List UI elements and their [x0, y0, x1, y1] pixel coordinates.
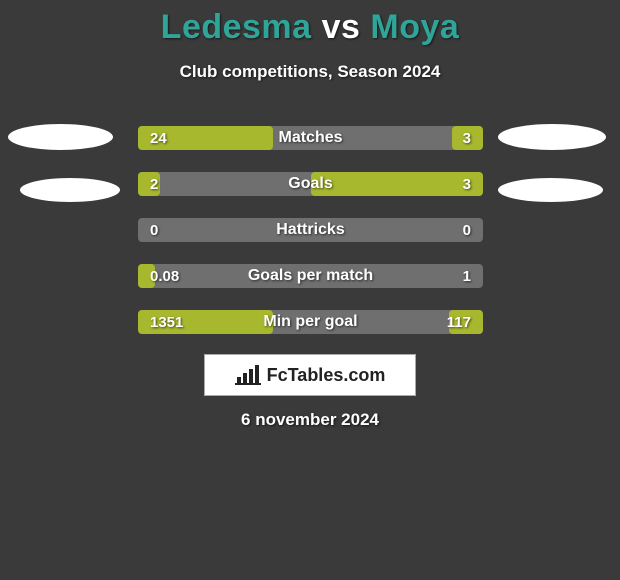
player-left-shape [8, 124, 113, 150]
brand-text: FcTables.com [267, 365, 386, 386]
title-vs: vs [322, 8, 361, 46]
stat-right-value: 0 [463, 218, 471, 242]
player-right-shape [498, 178, 603, 202]
stat-label: Goals per match [138, 264, 483, 288]
subtitle: Club competitions, Season 2024 [0, 62, 620, 82]
stat-label: Goals [138, 172, 483, 196]
stat-row: Hattricks0 0 [138, 218, 483, 242]
stat-right-value: 1 [463, 264, 471, 288]
player-left-shape [20, 178, 120, 202]
stat-label: Min per goal [138, 310, 483, 334]
stat-row: Min per goal1351 117 [138, 310, 483, 334]
title-player2: Moya [370, 8, 459, 46]
stat-row: Goals2 3 [138, 172, 483, 196]
stat-row: Goals per match0.08 1 [138, 264, 483, 288]
stat-right-value: 3 [463, 126, 471, 150]
stat-left-value: 0.08 [150, 264, 179, 288]
stat-left-value: 1351 [150, 310, 183, 334]
stat-left-value: 24 [150, 126, 167, 150]
page-title: Ledesma vsMoya [0, 8, 620, 47]
stat-left-value: 0 [150, 218, 158, 242]
stat-label: Matches [138, 126, 483, 150]
stat-row: Matches24 3 [138, 126, 483, 150]
bar-chart-icon [235, 365, 261, 385]
brand-box: FcTables.com [204, 354, 416, 396]
stat-right-value: 117 [447, 310, 471, 334]
stat-left-value: 2 [150, 172, 158, 196]
comparison-infographic: Ledesma vsMoya Club competitions, Season 2… [0, 0, 620, 580]
date-text: 6 november 2024 [0, 410, 620, 430]
stat-right-value: 3 [463, 172, 471, 196]
title-player1: Ledesma [161, 8, 312, 46]
stat-label: Hattricks [138, 218, 483, 242]
player-right-shape [498, 124, 606, 150]
